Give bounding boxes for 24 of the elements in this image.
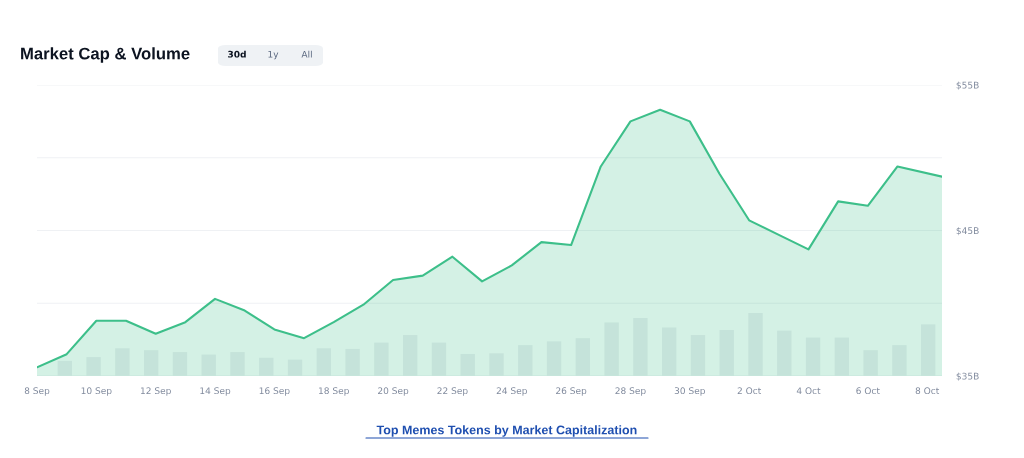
x-tick-label: 10 Sep: [81, 387, 112, 396]
x-tick-label: 8 Sep: [24, 387, 50, 396]
x-tick-label: 12 Sep: [140, 387, 171, 396]
x-tick-label: 14 Sep: [200, 387, 231, 396]
chart-title: Market Cap & Volume: [21, 47, 190, 63]
x-tick-label: 18 Sep: [319, 387, 349, 396]
x-tick-label: 22 Sep: [437, 387, 468, 396]
text: 30d: [228, 50, 246, 58]
x-tick-label: 4 Oct: [796, 387, 821, 395]
x-tick-label: 2 Oct: [737, 387, 762, 395]
text: 1y: [268, 50, 279, 60]
text: All: [301, 50, 312, 58]
x-tick-label: 16 Sep: [259, 387, 290, 396]
x-tick-label: 28 Sep: [615, 387, 646, 396]
x-tick-label: 8 Oct: [915, 387, 940, 395]
text: Top Memes Tokens by Market Capitalization: [376, 425, 637, 437]
y-tick-label: $45B: [956, 227, 979, 236]
x-tick-label: 30 Sep: [674, 387, 705, 396]
x-tick-label: 6 Oct: [856, 387, 880, 395]
x-tick-label: 20 Sep: [378, 387, 409, 396]
y-tick-label: $55B: [956, 81, 979, 90]
y-tick-label: $35B: [956, 372, 979, 381]
x-tick-label: 24 Sep: [496, 387, 527, 396]
x-tick-label: 26 Sep: [556, 387, 587, 396]
